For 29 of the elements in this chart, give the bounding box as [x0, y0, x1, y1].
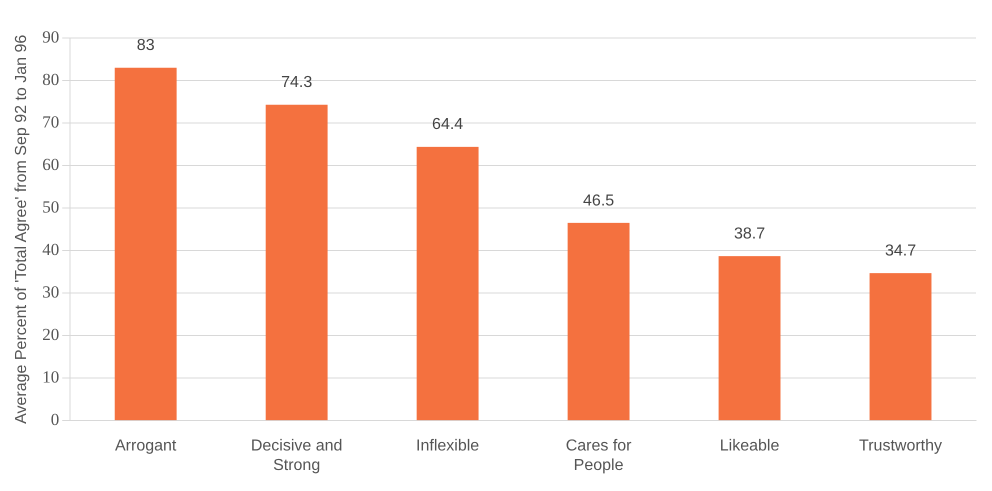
- data-label: 83: [136, 37, 155, 54]
- x-tick-label: Likeable: [720, 438, 780, 455]
- x-tick-label: Inflexible: [416, 438, 480, 455]
- y-tick-label: 40: [42, 240, 60, 260]
- y-tick-label: 30: [42, 282, 60, 302]
- y-tick-label: 60: [42, 155, 60, 174]
- y-tick-label: 0: [50, 410, 60, 430]
- x-tick-label: Decisive and Strong: [250, 438, 342, 474]
- x-tick-label: Cares for People: [566, 438, 632, 474]
- y-tick-label: 90: [42, 27, 60, 46]
- data-label: 34.7: [884, 242, 916, 260]
- data-label: 64.4: [432, 116, 464, 134]
- data-label: 38.7: [734, 225, 766, 242]
- data-label: 46.5: [583, 192, 614, 210]
- bar: [266, 104, 328, 420]
- y-tick-label: 70: [42, 112, 60, 132]
- x-tick-label: Arrogant: [114, 438, 177, 455]
- y-tick-label: 50: [42, 198, 60, 217]
- y-axis-title: Average Percent of 'Total Agree' from Sep 92 to Jan 96: [13, 34, 30, 424]
- y-tick-label: 20: [42, 325, 60, 344]
- y-tick-label: 10: [42, 368, 60, 387]
- bar: [416, 146, 479, 420]
- data-label: 74.3: [281, 74, 312, 92]
- bar: [568, 222, 630, 420]
- y-tick-label: 80: [42, 70, 60, 89]
- bar: [718, 256, 780, 420]
- bar: [114, 68, 177, 420]
- x-tick-label: Trustworthy: [859, 438, 942, 455]
- bar: [870, 273, 932, 420]
